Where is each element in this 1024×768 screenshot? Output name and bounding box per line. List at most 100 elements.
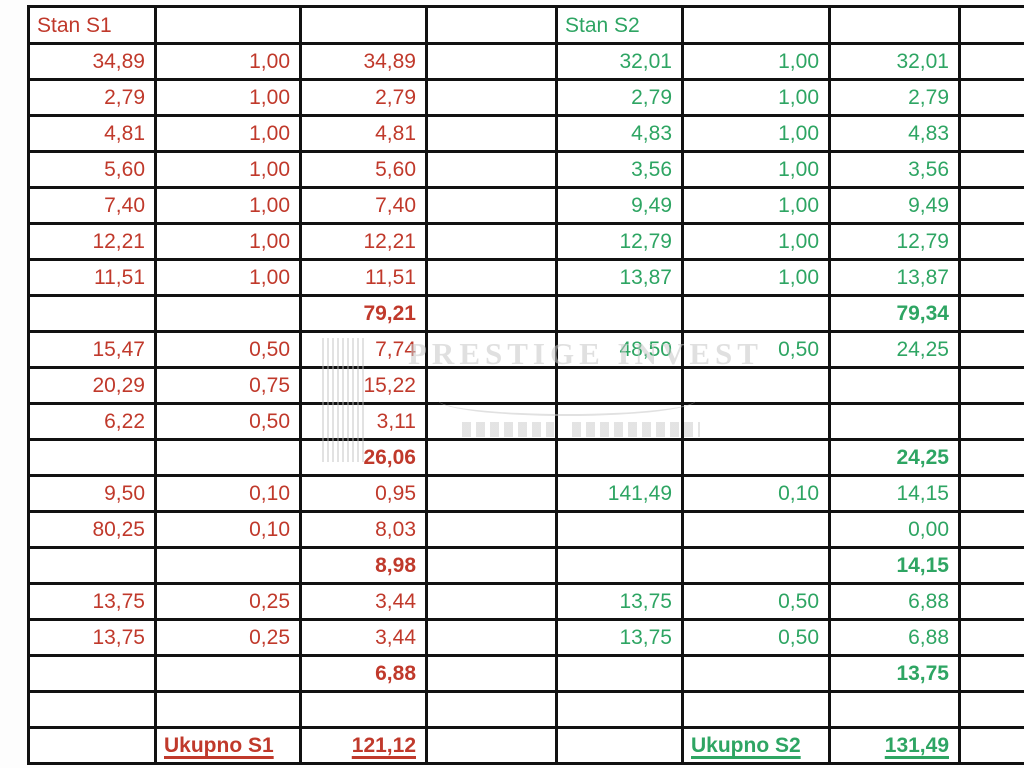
subtotal-value: 79,21: [302, 297, 425, 330]
cell: [961, 225, 1024, 258]
cell: [961, 513, 1024, 546]
cell: 141,49: [558, 477, 681, 510]
cell: [157, 549, 299, 582]
cell: 32,01: [831, 45, 958, 78]
cell: [961, 693, 1024, 726]
cell: [961, 441, 1024, 474]
total-value-s2: 131,49: [831, 729, 958, 762]
cell: [428, 81, 555, 114]
cell: [684, 441, 828, 474]
subtotal-value: 26,06: [302, 441, 425, 474]
cell: 0,25: [157, 585, 299, 618]
cell: 2,79: [30, 81, 154, 114]
cell: [684, 369, 828, 402]
cell: [157, 441, 299, 474]
cell: 0,50: [157, 333, 299, 366]
cell: 24,25: [831, 333, 958, 366]
cell: 0,75: [157, 369, 299, 402]
cell: [428, 441, 555, 474]
cell: [961, 117, 1024, 150]
cell: [684, 657, 828, 690]
cell: 1,00: [157, 117, 299, 150]
cell: 1,00: [684, 153, 828, 186]
cell: 0,10: [157, 477, 299, 510]
cell: 9,50: [30, 477, 154, 510]
cell: [157, 297, 299, 330]
cell: [428, 405, 555, 438]
cell: [428, 693, 555, 726]
cell: 7,74: [302, 333, 425, 366]
cell: 0,25: [157, 621, 299, 654]
cell: 1,00: [157, 81, 299, 114]
cell: [157, 693, 299, 726]
cell: 34,89: [302, 45, 425, 78]
cell: [428, 153, 555, 186]
cell: [428, 513, 555, 546]
cell: [428, 549, 555, 582]
cell: 3,44: [302, 585, 425, 618]
cell: [684, 513, 828, 546]
cell: [961, 153, 1024, 186]
cell: 1,00: [157, 225, 299, 258]
cell: [961, 729, 1024, 762]
cell: 1,00: [684, 45, 828, 78]
total-value-s1: 121,12: [302, 729, 425, 762]
cell: [428, 477, 555, 510]
cell: 8,03: [302, 513, 425, 546]
cell: [961, 261, 1024, 294]
cell: 4,83: [831, 117, 958, 150]
cell: [428, 297, 555, 330]
cell: 0,50: [684, 585, 828, 618]
cell: 12,79: [558, 225, 681, 258]
cell: [30, 297, 154, 330]
total-label-s2: Ukupno S2: [684, 729, 828, 762]
cell: 13,75: [558, 585, 681, 618]
cell: 3,56: [831, 153, 958, 186]
cell: 13,75: [30, 621, 154, 654]
cell: [428, 729, 555, 762]
cell: 12,79: [831, 225, 958, 258]
cell: 80,25: [30, 513, 154, 546]
cell: [684, 693, 828, 726]
cell: 2,79: [831, 81, 958, 114]
cell: 1,00: [684, 81, 828, 114]
cell: [961, 405, 1024, 438]
cell: [961, 8, 1024, 42]
cell: 32,01: [558, 45, 681, 78]
cell: [558, 549, 681, 582]
cell: [558, 297, 681, 330]
cell: 4,83: [558, 117, 681, 150]
cell: [961, 621, 1024, 654]
cell: [428, 621, 555, 654]
cell: 6,22: [30, 405, 154, 438]
cell: [558, 513, 681, 546]
cell: [961, 585, 1024, 618]
cell: 1,00: [684, 261, 828, 294]
cell: 15,22: [302, 369, 425, 402]
cell: [961, 477, 1024, 510]
cell: 1,00: [157, 45, 299, 78]
cell: [961, 189, 1024, 222]
cell: 11,51: [302, 261, 425, 294]
cell: 0,50: [684, 333, 828, 366]
cell: [302, 8, 425, 42]
cell: [428, 45, 555, 78]
cell: [684, 405, 828, 438]
cell: 7,40: [30, 189, 154, 222]
subtotal-value: 6,88: [302, 657, 425, 690]
cell: 1,00: [157, 189, 299, 222]
cell: 48,50: [558, 333, 681, 366]
cell: [961, 549, 1024, 582]
cell: 12,21: [30, 225, 154, 258]
section-title-s2: Stan S2: [558, 8, 681, 42]
cell: 1,00: [684, 225, 828, 258]
cell: [30, 693, 154, 726]
cell: [157, 657, 299, 690]
cell: [961, 369, 1024, 402]
cell: 0,10: [684, 477, 828, 510]
cell: [831, 693, 958, 726]
cell: 7,40: [302, 189, 425, 222]
cell: [157, 8, 299, 42]
cell: 4,81: [30, 117, 154, 150]
